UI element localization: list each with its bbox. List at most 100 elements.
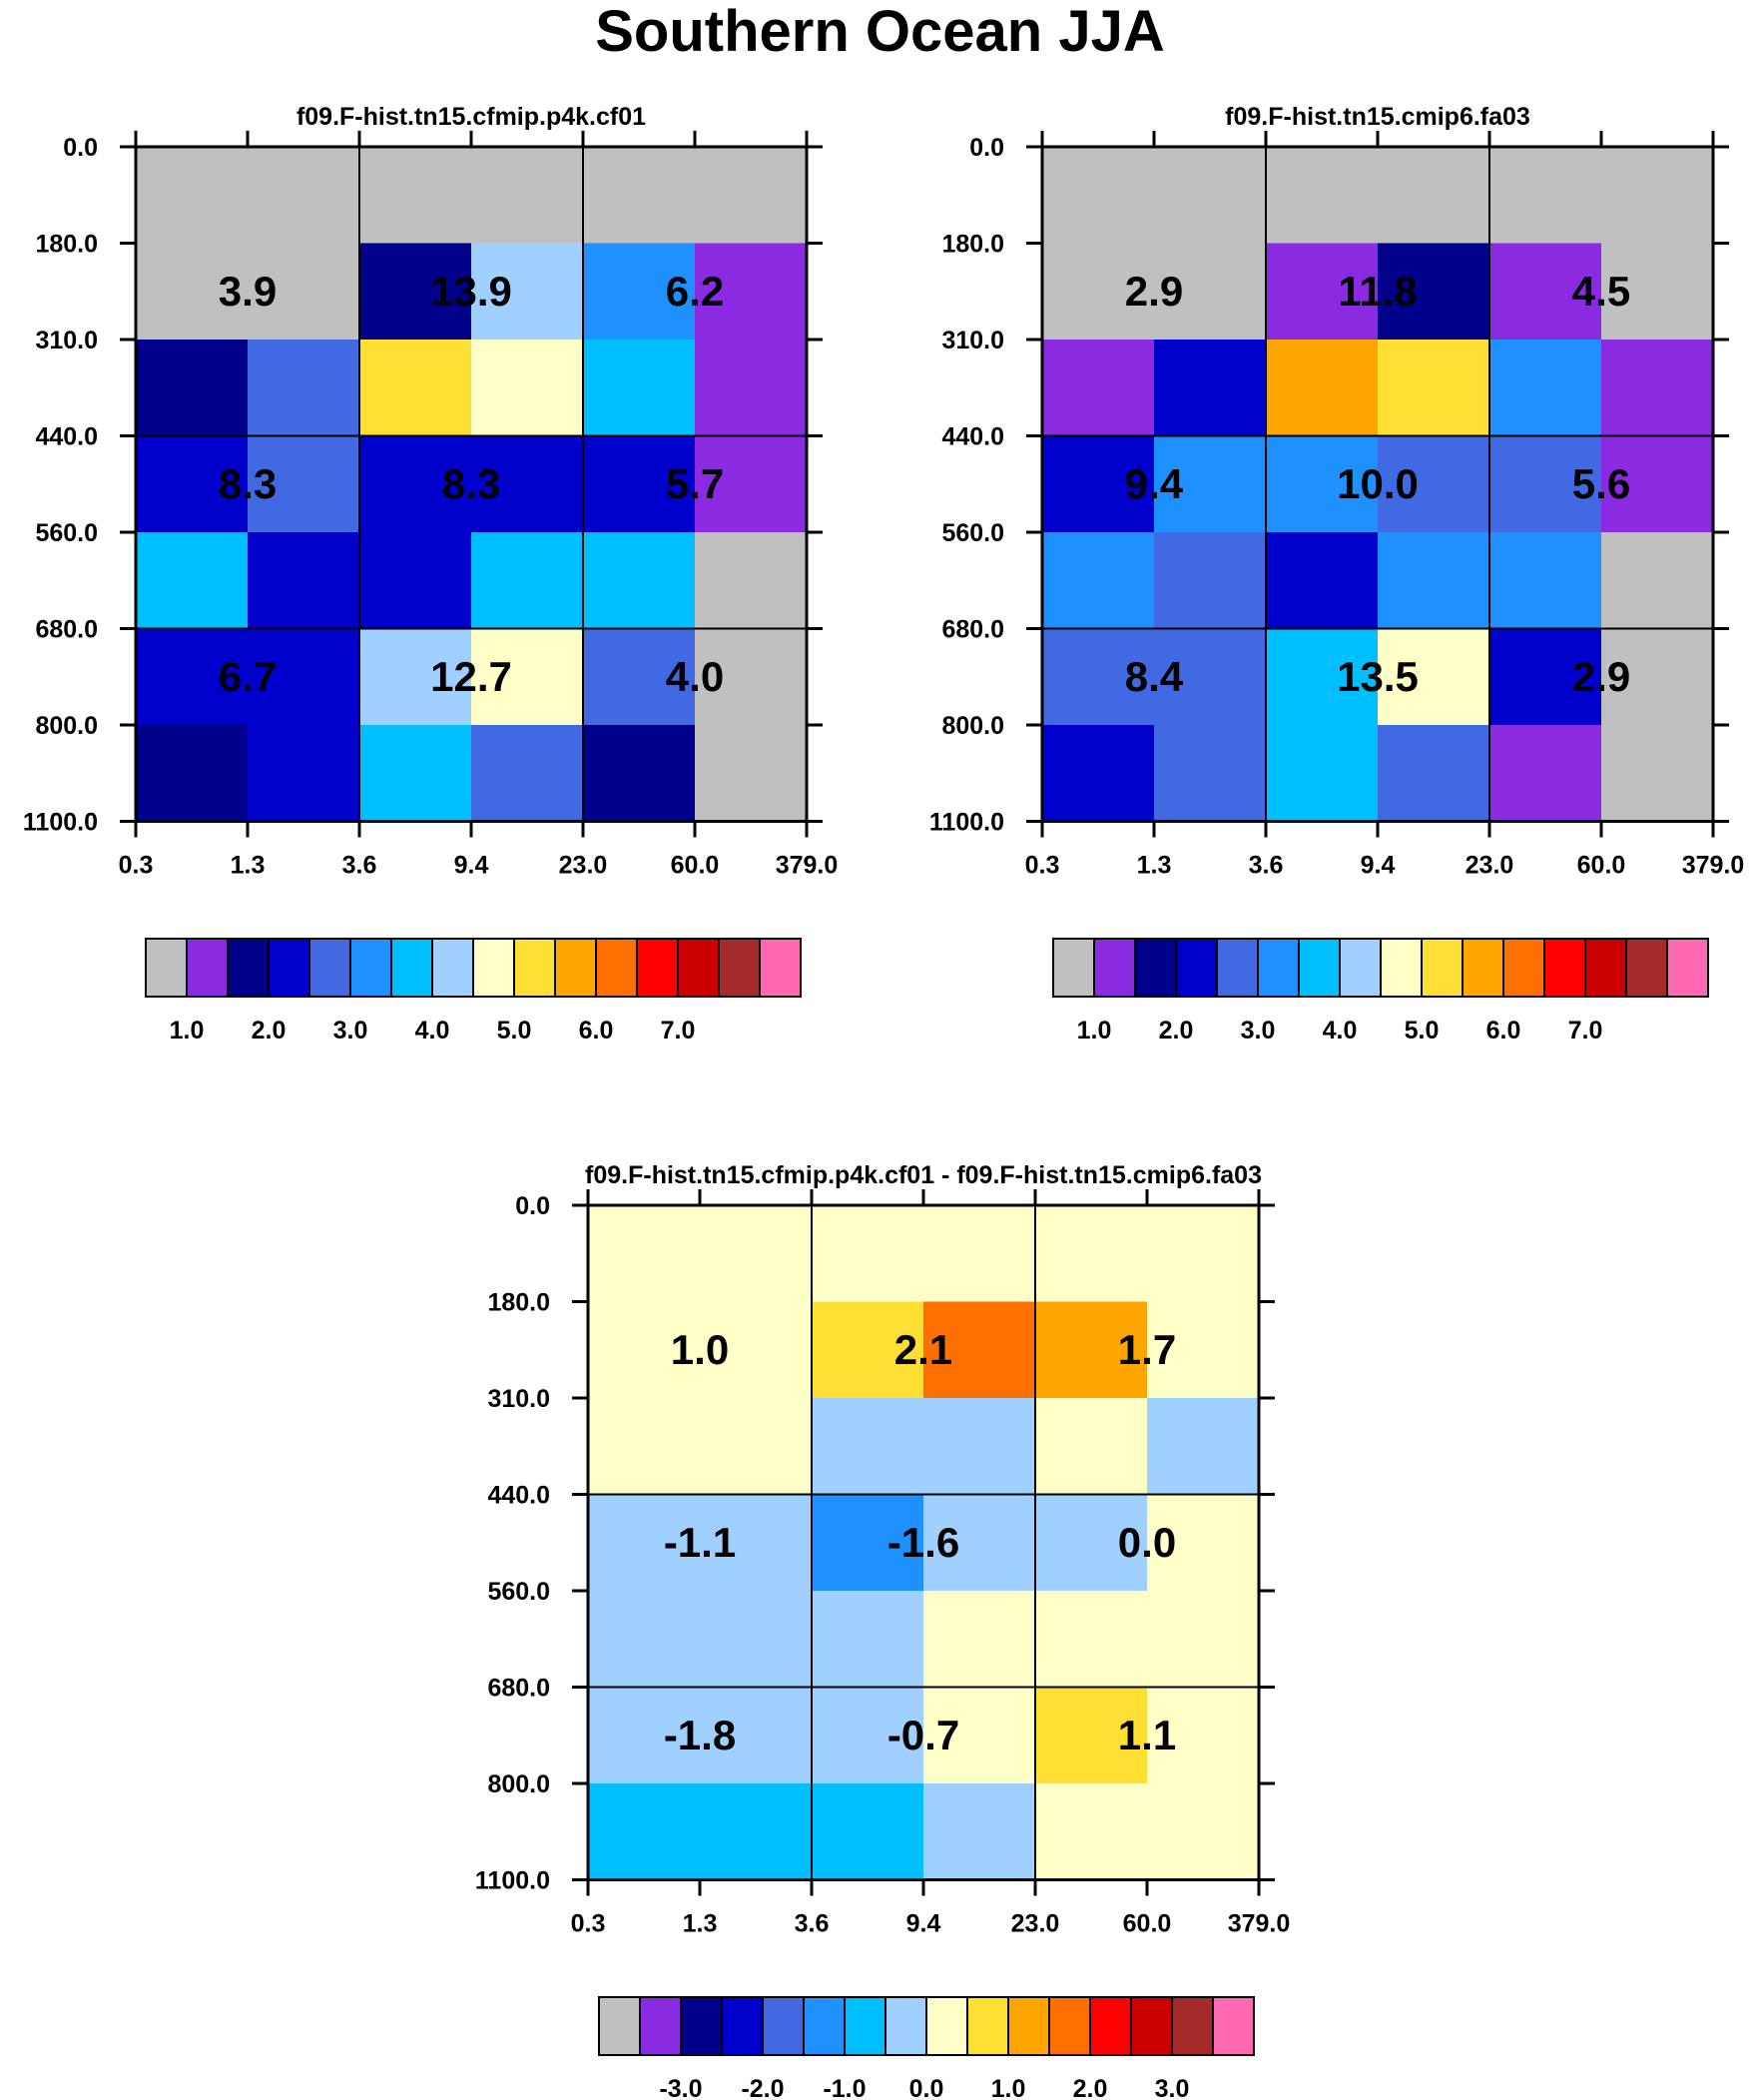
heatmap-cell bbox=[1489, 532, 1602, 630]
colorbar-swatch bbox=[759, 938, 802, 998]
heatmap-cell bbox=[583, 147, 696, 245]
colorbar-label: 4.0 bbox=[1323, 1017, 1358, 1045]
y-tick-label: 180.0 bbox=[941, 231, 1004, 259]
colorbar-label: 1.0 bbox=[991, 2075, 1026, 2100]
heatmap-cell bbox=[1266, 725, 1379, 823]
heatmap-cell bbox=[923, 1205, 1036, 1303]
heatmap-cell bbox=[1035, 1783, 1148, 1881]
heatmap-cell bbox=[812, 1301, 924, 1399]
axis-ticks bbox=[1026, 131, 1729, 838]
colorbar-swatch bbox=[349, 938, 392, 998]
y-tick-label: 440.0 bbox=[487, 1482, 550, 1510]
heatmap-cell bbox=[359, 435, 472, 533]
colorbar-swatch bbox=[1543, 938, 1586, 998]
x-tick-label: 0.3 bbox=[119, 852, 154, 880]
heatmap-cell bbox=[136, 532, 249, 630]
heatmap-cell bbox=[1147, 1494, 1260, 1592]
colorbar-label: 0.0 bbox=[909, 2075, 944, 2100]
heatmap-cell bbox=[471, 628, 584, 726]
heatmap-cell bbox=[1489, 725, 1602, 823]
colorbar-swatch bbox=[472, 938, 515, 998]
heatmap-cell bbox=[248, 532, 360, 630]
block-value-label: 2.1 bbox=[894, 1326, 952, 1373]
panel-1: f09.F-hist.tn15.cfmip.p4k.cf01 0.3 1.3 3.6 9… bbox=[23, 103, 838, 1045]
heatmap-cell bbox=[359, 243, 472, 341]
heatmap-cell bbox=[1489, 340, 1602, 437]
figure-title: Southern Ocean JJA bbox=[595, 0, 1165, 64]
x-tick-label: 379.0 bbox=[776, 852, 839, 880]
heatmap-cell bbox=[136, 243, 249, 341]
heatmap-cell bbox=[1042, 532, 1155, 630]
heatmap-cell bbox=[359, 628, 472, 726]
colorbar-swatch bbox=[1093, 938, 1136, 998]
y-tick-label: 180.0 bbox=[487, 1289, 550, 1317]
heatmap-cell bbox=[1154, 147, 1267, 245]
colorbar-label: -2.0 bbox=[741, 2075, 784, 2100]
heatmap-cells bbox=[1042, 147, 1714, 823]
colorbar-swatch bbox=[1175, 938, 1218, 998]
colorbar-swatch bbox=[1216, 938, 1259, 998]
heatmap-cell bbox=[1147, 1591, 1260, 1689]
colorbar-swatch bbox=[1130, 1996, 1173, 2056]
heatmap-cell bbox=[136, 628, 249, 726]
y-tick-label: 680.0 bbox=[941, 616, 1004, 644]
heatmap-cell bbox=[588, 1205, 701, 1303]
heatmap-cell bbox=[588, 1398, 701, 1496]
heatmap-cell bbox=[923, 1301, 1036, 1399]
heatmap-cell bbox=[923, 1783, 1036, 1881]
x-tick-label: 60.0 bbox=[1123, 1910, 1172, 1938]
y-tick-label: 800.0 bbox=[35, 712, 98, 740]
heatmap-cell bbox=[359, 340, 472, 437]
block-value-label: 8.3 bbox=[442, 460, 500, 507]
heatmap-cell bbox=[471, 435, 584, 533]
heatmap-cell bbox=[812, 1783, 924, 1881]
colorbar-swatch bbox=[639, 1996, 682, 2056]
heatmap-cell bbox=[1154, 628, 1267, 726]
colorbar-label: 1.0 bbox=[170, 1017, 205, 1045]
y-tick-label: 310.0 bbox=[35, 327, 98, 354]
colorbar: 1.0 2.0 3.0 4.0 5.0 6.0 7.0 bbox=[1052, 938, 1709, 1045]
heatmap-cell bbox=[1035, 1687, 1148, 1784]
heatmap-cell bbox=[248, 147, 360, 245]
heatmap-cell bbox=[588, 1687, 701, 1784]
heatmap-cell bbox=[695, 147, 808, 245]
x-tick-label: 1.3 bbox=[1137, 852, 1172, 880]
colorbar-swatch bbox=[884, 1996, 927, 2056]
heatmap-cell bbox=[1147, 1398, 1260, 1496]
heatmap-cell bbox=[136, 147, 249, 245]
y-tick-label: 560.0 bbox=[35, 519, 98, 547]
colorbar-label: -1.0 bbox=[823, 2075, 866, 2100]
block-value-label: 0.0 bbox=[1118, 1519, 1176, 1566]
heatmap-cell bbox=[471, 147, 584, 245]
heatmap-cell bbox=[1378, 628, 1490, 726]
block-value-label: 1.0 bbox=[671, 1326, 729, 1373]
y-tick-label: 0.0 bbox=[969, 134, 1004, 162]
colorbar-swatch bbox=[1257, 938, 1300, 998]
heatmap-cell bbox=[1035, 1301, 1148, 1399]
colorbar-swatch bbox=[1380, 938, 1423, 998]
heatmap-cell bbox=[1154, 243, 1267, 341]
colorbar-swatch bbox=[1212, 1996, 1255, 2056]
x-tick-label: 9.4 bbox=[454, 852, 489, 880]
y-tick-label: 440.0 bbox=[941, 423, 1004, 451]
heatmap-cell bbox=[1601, 435, 1714, 533]
heatmap-cell bbox=[1035, 1494, 1148, 1592]
heatmap-cell bbox=[583, 340, 696, 437]
x-tick-label: 3.6 bbox=[1249, 852, 1284, 880]
heatmap-cell bbox=[588, 1783, 701, 1881]
heatmap-cell bbox=[1489, 243, 1602, 341]
x-tick-label: 0.3 bbox=[1025, 852, 1060, 880]
heatmap-cell bbox=[923, 1591, 1036, 1689]
heatmap-cell bbox=[471, 243, 584, 341]
heatmap-cell bbox=[1147, 1687, 1260, 1784]
heatmap-cell bbox=[695, 532, 808, 630]
colorbar-swatch bbox=[1298, 938, 1341, 998]
heatmap-cell bbox=[471, 340, 584, 437]
colorbar-swatch bbox=[1052, 938, 1095, 998]
y-tick-label: 1100.0 bbox=[23, 809, 98, 837]
y-tick-label: 680.0 bbox=[35, 616, 98, 644]
heatmap-cell bbox=[588, 1301, 701, 1399]
heatmap-cell bbox=[1378, 340, 1490, 437]
y-tick-label: 680.0 bbox=[487, 1675, 550, 1703]
colorbar-swatch bbox=[1089, 1996, 1132, 2056]
